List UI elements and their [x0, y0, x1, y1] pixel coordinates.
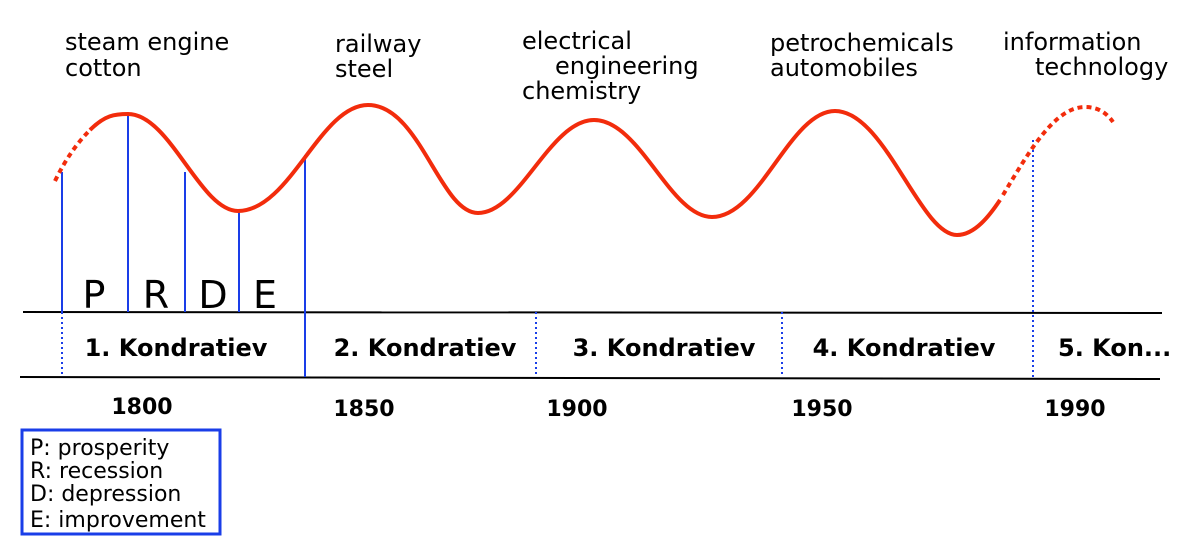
innovation-label: steel	[335, 55, 393, 83]
year-label: 1850	[333, 397, 394, 422]
legend-entry: E: improvement	[30, 508, 206, 533]
axis-line	[19, 376, 1161, 380]
wave-label: 2. Kondratiev	[334, 334, 517, 362]
innovation-label: technology	[1035, 53, 1168, 81]
legend-entry: R: recession	[30, 459, 163, 484]
innovation-label: automobiles	[770, 54, 918, 82]
innovation-label: chemistry	[522, 77, 641, 105]
innovation-label: cotton	[65, 54, 142, 82]
year-label: 1900	[546, 397, 607, 422]
phase-letter: P	[83, 273, 106, 317]
year-label: 1800	[111, 395, 172, 420]
wave-curve	[88, 102, 1002, 238]
innovation-label: steam engine	[65, 28, 229, 56]
wave-label: 4. Kondratiev	[813, 334, 996, 362]
wave-label: 1. Kondratiev	[85, 334, 268, 362]
innovation-label: petrochemicals	[770, 29, 954, 57]
legend-entry: D: depression	[30, 482, 181, 507]
phase-letter: D	[198, 273, 227, 317]
axis-line	[22, 311, 1163, 314]
innovation-label: engineering	[555, 52, 699, 80]
year-label: 1950	[791, 397, 852, 422]
innovation-label: electrical	[522, 27, 632, 55]
legend-box	[20, 428, 222, 536]
phase-letter: R	[143, 273, 169, 317]
legend-entry: P: prosperity	[30, 436, 169, 461]
innovation-label: information	[1003, 28, 1142, 56]
year-label: 1990	[1044, 397, 1105, 422]
wave-curve-dotted	[53, 128, 92, 182]
wave-label: 5. Kon...	[1058, 334, 1171, 362]
wave-curve-dotted	[1001, 104, 1115, 197]
wave-label: 3. Kondratiev	[573, 334, 756, 362]
innovation-label: railway	[335, 30, 421, 58]
phase-letter: E	[253, 273, 277, 317]
